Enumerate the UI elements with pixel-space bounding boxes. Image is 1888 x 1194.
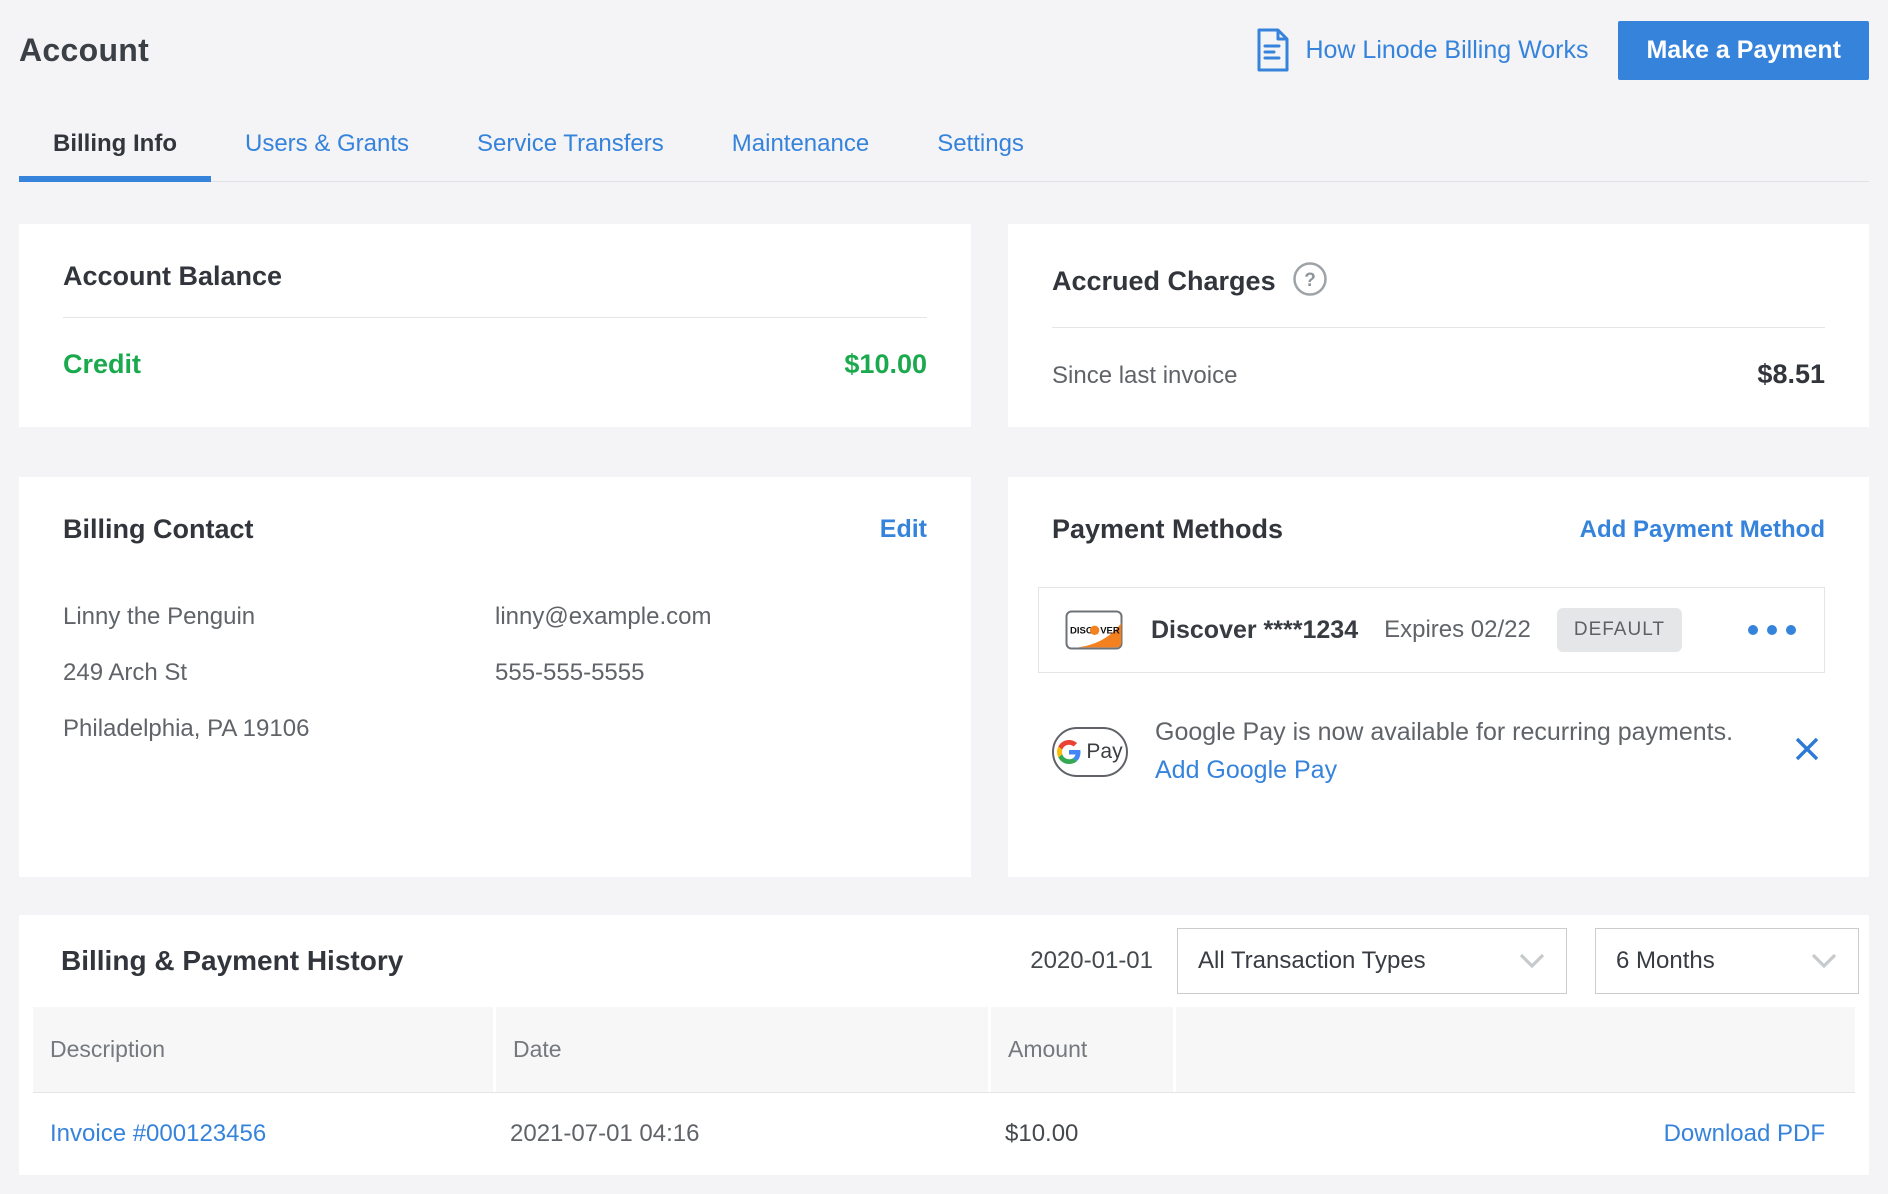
- add-google-pay-link[interactable]: Add Google Pay: [1155, 756, 1338, 784]
- discover-card-icon: DISC VER: [1065, 610, 1123, 650]
- tab-maintenance[interactable]: Maintenance: [731, 130, 870, 157]
- payment-method-row: DISC VER Discover ****1234 Expires 02/22…: [1038, 587, 1825, 673]
- payment-methods-title: Payment Methods: [1052, 514, 1284, 544]
- contact-reach-column: linny@example.com 555-555-5555: [495, 603, 927, 771]
- billing-history-card: Billing & Payment History 2020-01-01 All…: [19, 915, 1869, 1175]
- google-pay-logo-label: Pay: [1086, 739, 1123, 763]
- accrued-charges-title-row: Accrued Charges ?: [1052, 261, 1825, 302]
- invoice-link[interactable]: Invoice #000123456: [50, 1120, 267, 1147]
- tab-settings[interactable]: Settings: [937, 130, 1024, 157]
- google-pay-message: Google Pay is now available for recurrin…: [1155, 718, 1734, 746]
- billing-contact-title-row: Billing Contact Edit: [63, 514, 927, 545]
- history-start-date: 2020-01-01: [1030, 947, 1153, 974]
- google-pay-texts: Google Pay is now available for recurrin…: [1155, 718, 1733, 785]
- accrued-charges-card: Accrued Charges ? Since last invoice $8.…: [1008, 224, 1869, 427]
- add-payment-method-link[interactable]: Add Payment Method: [1579, 515, 1825, 543]
- tab-users-grants[interactable]: Users & Grants: [244, 130, 410, 157]
- balance-amount: $10.00: [844, 349, 927, 379]
- column-header-actions: [1173, 1007, 1855, 1092]
- account-balance-card: Account Balance Credit $10.00: [19, 224, 971, 427]
- ellipsis-dot: [1786, 625, 1796, 635]
- chevron-down-icon: [1811, 953, 1837, 969]
- cell-amount: $10.00: [1005, 1120, 1079, 1147]
- accrued-charges-label: Since last invoice: [1052, 362, 1238, 389]
- payment-methods-card: Payment Methods Add Payment Method DISC …: [1008, 477, 1869, 877]
- close-icon: [1795, 737, 1819, 761]
- contact-email: linny@example.com: [495, 603, 712, 630]
- contact-name: Linny the Penguin: [63, 603, 256, 630]
- header-actions: How Linode Billing Works Make a Payment: [1254, 20, 1869, 80]
- ellipsis-dot: [1767, 625, 1777, 635]
- divider: [63, 317, 927, 318]
- how-billing-works-link[interactable]: How Linode Billing Works: [1254, 28, 1588, 72]
- transaction-type-select[interactable]: All Transaction Types: [1177, 928, 1567, 994]
- table-header-row: Description Date Amount: [33, 1007, 1855, 1093]
- balance-status-label: Credit: [63, 349, 142, 379]
- payment-method-menu-button[interactable]: [1746, 619, 1798, 641]
- accrued-charges-row: Since last invoice $8.51: [1052, 359, 1825, 390]
- billing-history-table: Description Date Amount Invoice #0001234…: [33, 1007, 1855, 1175]
- make-payment-button[interactable]: Make a Payment: [1618, 20, 1869, 80]
- chevron-down-icon: [1519, 953, 1545, 969]
- billing-history-header: Billing & Payment History 2020-01-01 All…: [19, 915, 1869, 1007]
- column-header-date: Date: [493, 1007, 988, 1092]
- tab-service-transfers[interactable]: Service Transfers: [477, 130, 664, 157]
- transaction-type-value: All Transaction Types: [1198, 947, 1426, 974]
- column-header-amount: Amount: [988, 1007, 1173, 1092]
- edit-billing-contact-link[interactable]: Edit: [879, 515, 927, 543]
- default-badge: DEFAULT: [1556, 608, 1682, 652]
- svg-text:?: ?: [1304, 270, 1316, 291]
- help-circle-icon: ?: [1292, 262, 1327, 296]
- payment-methods-title-row: Payment Methods Add Payment Method: [1052, 514, 1825, 545]
- google-g-icon: [1057, 739, 1081, 764]
- accrued-charges-title: Accrued Charges: [1052, 266, 1276, 296]
- billing-history-title: Billing & Payment History: [61, 945, 404, 976]
- svg-text:VER: VER: [1100, 626, 1120, 637]
- account-balance-row: Credit $10.00: [63, 349, 927, 380]
- cell-description: Invoice #000123456: [33, 1120, 493, 1148]
- contact-phone: 555-555-5555: [495, 659, 645, 686]
- contact-address-column: Linny the Penguin 249 Arch St Philadelph…: [63, 603, 495, 771]
- account-balance-title: Account Balance: [63, 261, 283, 291]
- accrued-charges-amount: $8.51: [1757, 359, 1825, 389]
- accrued-charges-help-button[interactable]: ?: [1292, 261, 1328, 302]
- contact-address-line2: Philadelphia, PA 19106: [63, 715, 310, 742]
- tab-billing-info[interactable]: Billing Info: [19, 112, 211, 182]
- table-row: Invoice #000123456 2021-07-01 04:16 $10.…: [33, 1093, 1855, 1175]
- cell-actions: Download PDF: [1173, 1120, 1855, 1148]
- dismiss-google-pay-button[interactable]: [1789, 731, 1825, 772]
- divider: [1052, 327, 1825, 328]
- page-title: Account: [19, 31, 150, 68]
- ellipsis-dot: [1748, 625, 1758, 635]
- billing-contact-title: Billing Contact: [63, 514, 254, 544]
- payment-method-expiry: Expires 02/22: [1384, 616, 1531, 643]
- tab-bar: Billing Info Users & Grants Service Tran…: [19, 112, 1869, 182]
- google-pay-logo: Pay: [1052, 726, 1128, 777]
- billing-contact-details: Linny the Penguin 249 Arch St Philadelph…: [63, 603, 927, 771]
- payment-method-name: Discover ****1234: [1151, 615, 1359, 644]
- download-pdf-link[interactable]: Download PDF: [1663, 1120, 1825, 1147]
- svg-text:DISC: DISC: [1070, 626, 1093, 637]
- contact-address-line1: 249 Arch St: [63, 659, 188, 686]
- page-header: Account How Linode Billing Works Make a …: [19, 0, 1869, 80]
- cell-date: 2021-07-01 04:16: [510, 1120, 700, 1147]
- google-pay-banner: Pay Google Pay is now available for recu…: [1052, 718, 1825, 785]
- period-select[interactable]: 6 Months: [1595, 928, 1859, 994]
- column-header-description: Description: [33, 1007, 493, 1092]
- billing-contact-card: Billing Contact Edit Linny the Penguin 2…: [19, 477, 971, 877]
- period-value: 6 Months: [1616, 947, 1715, 974]
- document-icon: [1257, 28, 1289, 72]
- help-link-label: How Linode Billing Works: [1305, 35, 1589, 64]
- cards-grid: Account Balance Credit $10.00 Accrued Ch…: [19, 224, 1869, 877]
